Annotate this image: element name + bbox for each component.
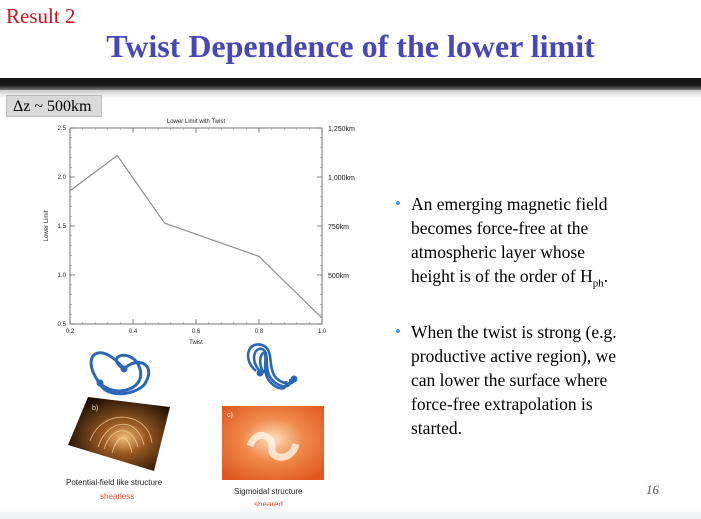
series-point [258,256,259,257]
panel-letter-b: b) [92,405,98,412]
slide-title: Twist Dependence of the lower limit [0,28,701,65]
y-tick-label: 2.5 [58,126,67,132]
bullet-1-line-3: atmospheric layer whose [411,242,585,262]
y-axis-label: Lower Limit [44,210,50,241]
bullet-1-line-4: height is of the order of H [411,266,593,286]
bullet-item-force-free: • An emerging magnetic field becomes for… [395,192,685,296]
footer-fade [0,506,701,519]
series-point [117,155,118,156]
left-figure-sublabel: shearless [100,492,134,501]
series-point [164,222,165,223]
x-axis-label: Twist [189,340,203,346]
right-axis-label: 1,000km [328,175,355,182]
bullet-item-twist: • When the twist is strong (e.g. product… [395,320,685,440]
y-tick-label: 0.5 [58,322,67,328]
x-tick-label: 0.6 [192,329,201,335]
bullet-1-line-1: An emerging magnetic field [411,194,608,214]
x-tick-label: 0.8 [255,329,264,335]
chart-frame [70,128,322,324]
y-tick-label: 2.0 [58,175,67,181]
series-point [321,318,322,319]
y-tick-label: 1.0 [58,273,67,279]
x-tick-label: 0.4 [129,329,138,335]
bullet-1-subscript: ph [593,278,604,290]
series-line [70,155,322,318]
y-tick-label: 1.5 [58,224,67,230]
delta-z-label: Δz ~ 500km [6,95,102,117]
right-axis-label: 500km [328,273,349,280]
bullet-2-line-5: started. [411,418,462,438]
title-divider-bar [0,78,701,90]
chart-title: Lower Limit with Twist [167,119,226,125]
chart-plot-area: Lower Limit with Twist Twist Lower Limit 0.… [44,119,355,346]
panel-letter-c: c) [227,412,233,419]
bullet-dot: • [395,192,401,216]
right-axis-label: 750km [328,224,349,231]
left-figure-caption: Potential-field like structure [66,478,162,487]
bullet-2-line-2: productive active region), we [411,346,616,366]
result-label: Result 2 [6,4,75,29]
potential-field-image: b) [68,397,170,471]
bullet-2-line-4: force-free extrapolation is [411,394,593,414]
series-point [69,190,70,191]
bullet-dot: • [395,320,401,344]
x-tick-label: 1.0 [318,329,327,335]
page-number: 16 [646,482,659,498]
bullet-1-suffix: . [604,266,608,286]
bullet-2-line-3: can lower the surface where [411,370,607,390]
right-axis-label: 1,250km [328,126,355,133]
bullet-2-line-1: When the twist is strong (e.g. [411,322,617,342]
potential-field-loop-diagram [80,337,160,397]
right-figure-caption: Sigmoidal structure [234,487,302,496]
bullet-1-line-2: becomes force-free at the [411,218,588,238]
title-divider-shadow [0,90,701,98]
lower-limit-chart: Lower Limit with Twist Twist Lower Limit 0.… [0,108,380,348]
x-tick-label: 0.2 [66,329,75,335]
sigmoid-loop-diagram [238,337,308,397]
sigmoidal-structure-image: c) [222,406,324,480]
